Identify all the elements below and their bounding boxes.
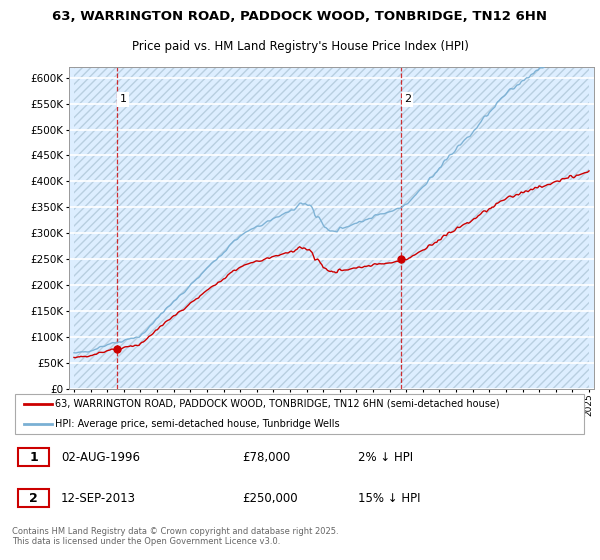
FancyBboxPatch shape [18,489,49,507]
Text: 1: 1 [119,95,127,104]
Text: 02-AUG-1996: 02-AUG-1996 [61,451,140,464]
Text: 63, WARRINGTON ROAD, PADDOCK WOOD, TONBRIDGE, TN12 6HN: 63, WARRINGTON ROAD, PADDOCK WOOD, TONBR… [53,10,548,22]
Text: 15% ↓ HPI: 15% ↓ HPI [358,492,420,505]
Text: 63, WARRINGTON ROAD, PADDOCK WOOD, TONBRIDGE, TN12 6HN (semi-detached house): 63, WARRINGTON ROAD, PADDOCK WOOD, TONBR… [55,399,500,409]
Text: Contains HM Land Registry data © Crown copyright and database right 2025.
This d: Contains HM Land Registry data © Crown c… [12,526,338,546]
Text: £250,000: £250,000 [242,492,298,505]
Text: 2: 2 [29,492,38,505]
FancyBboxPatch shape [15,394,584,434]
Text: 12-SEP-2013: 12-SEP-2013 [61,492,136,505]
Text: 2: 2 [404,95,411,104]
Text: £78,000: £78,000 [242,451,290,464]
Text: Price paid vs. HM Land Registry's House Price Index (HPI): Price paid vs. HM Land Registry's House … [131,40,469,53]
Text: 2% ↓ HPI: 2% ↓ HPI [358,451,413,464]
Text: 1: 1 [29,451,38,464]
Text: HPI: Average price, semi-detached house, Tunbridge Wells: HPI: Average price, semi-detached house,… [55,419,340,429]
FancyBboxPatch shape [18,449,49,466]
